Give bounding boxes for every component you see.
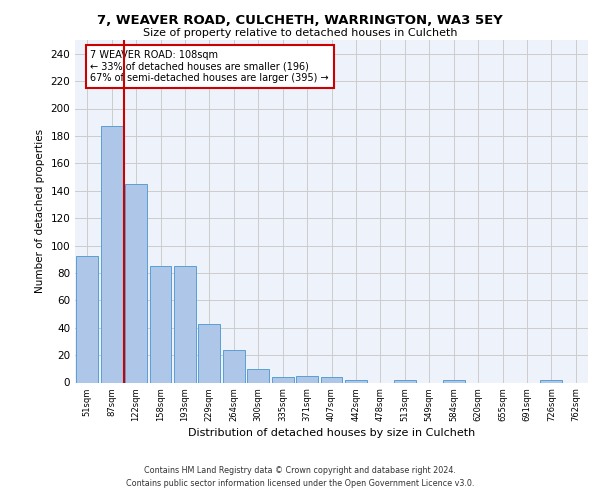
Bar [247, 369, 269, 382]
Bar [541, 380, 562, 382]
Bar [174, 266, 196, 382]
Bar [76, 256, 98, 382]
Text: 7 WEAVER ROAD: 108sqm
← 33% of detached houses are smaller (196)
67% of semi-det: 7 WEAVER ROAD: 108sqm ← 33% of detached … [91, 50, 329, 84]
Text: Contains HM Land Registry data © Crown copyright and database right 2024.
Contai: Contains HM Land Registry data © Crown c… [126, 466, 474, 487]
Bar [296, 376, 318, 382]
X-axis label: Distribution of detached houses by size in Culcheth: Distribution of detached houses by size … [188, 428, 475, 438]
Bar [320, 377, 343, 382]
Text: 7, WEAVER ROAD, CULCHETH, WARRINGTON, WA3 5EY: 7, WEAVER ROAD, CULCHETH, WARRINGTON, WA… [97, 14, 503, 27]
Bar [272, 377, 293, 382]
Bar [394, 380, 416, 382]
Bar [149, 266, 172, 382]
Bar [223, 350, 245, 382]
Bar [125, 184, 147, 382]
Y-axis label: Number of detached properties: Number of detached properties [35, 129, 45, 294]
Text: Size of property relative to detached houses in Culcheth: Size of property relative to detached ho… [143, 28, 457, 38]
Bar [101, 126, 122, 382]
Bar [443, 380, 464, 382]
Bar [345, 380, 367, 382]
Bar [199, 324, 220, 382]
